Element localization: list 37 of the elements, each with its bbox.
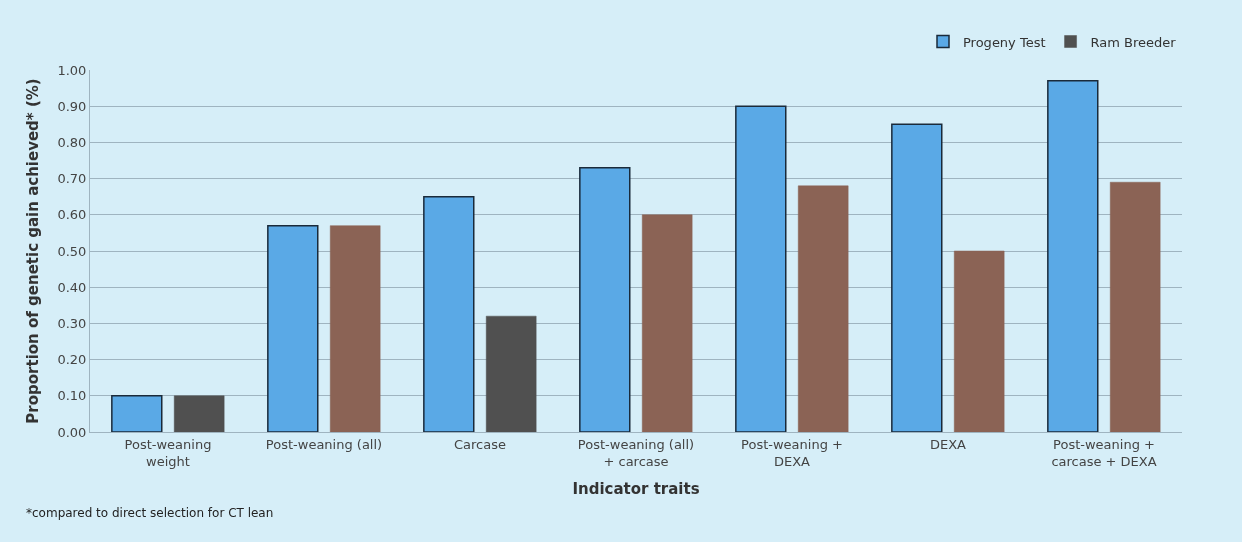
x-axis-title: Indicator traits [572, 479, 700, 498]
y-tick-label: 0.90 [57, 98, 87, 114]
y-tick-label: 0.30 [57, 315, 87, 331]
x-tick-label: Post-weaning + DEXA [741, 436, 843, 469]
x-tick-label: Carcase [454, 436, 506, 452]
bar [173, 395, 225, 432]
y-tick-label: 0.10 [57, 388, 87, 404]
bar [953, 250, 1005, 432]
bar [485, 315, 537, 432]
y-tick-label: 0.50 [57, 243, 87, 259]
legend-label: Ram Breeder [1090, 34, 1177, 50]
x-tick-label: Post-weaning (all) + carcase [577, 436, 695, 469]
legend-label: Progeny Test [963, 34, 1046, 50]
bar [891, 123, 943, 432]
bar [329, 225, 381, 432]
y-tick-label: 0.20 [57, 352, 87, 368]
bar [735, 105, 787, 432]
y-tick-label: 0.70 [57, 171, 87, 187]
x-tick-label: DEXA [929, 436, 967, 452]
x-tick-label: Post-weaning weight [124, 436, 212, 469]
x-tick-label: Post-weaning (all) [265, 436, 383, 452]
y-tick-label: 1.00 [57, 62, 87, 78]
text: *compared to direct selection for CT lean [26, 506, 274, 520]
bar [797, 185, 849, 432]
bar [579, 166, 631, 432]
bar [423, 195, 475, 432]
x-tick-label: Post-weaning + carcase + DEXA [1051, 436, 1157, 469]
bar [1109, 181, 1161, 432]
y-tick-label: 0.80 [57, 134, 87, 150]
bar [1047, 80, 1099, 432]
y-tick-label: 0.00 [57, 424, 87, 440]
bar [267, 224, 319, 432]
y-tick-label: 0.60 [57, 207, 87, 223]
bar [111, 395, 163, 432]
y-axis-title: Proportion of genetic gain achieved* (%) [23, 78, 42, 424]
y-tick-label: 0.40 [57, 279, 87, 295]
bar [641, 214, 693, 432]
